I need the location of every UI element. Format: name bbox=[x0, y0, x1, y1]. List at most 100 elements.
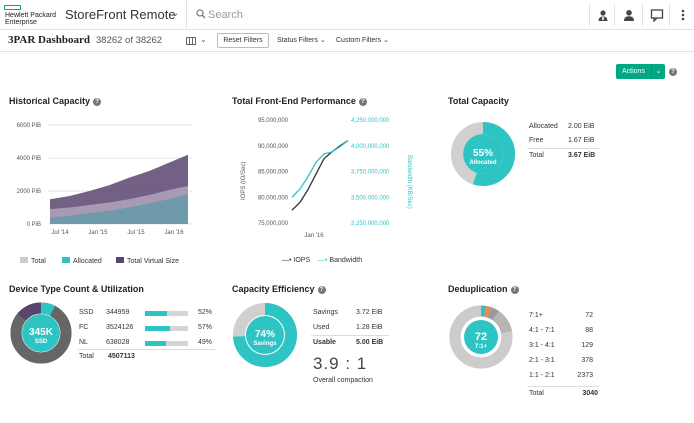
historical-capacity-title: Historical Capacity bbox=[9, 96, 91, 106]
efficiency-usable-label: Usable bbox=[313, 339, 336, 346]
legend-label: Total Virtual Size bbox=[127, 258, 180, 265]
legend-item-total-virtual-size: Total Virtual Size bbox=[116, 257, 179, 265]
x-tick-label: Jul '15 bbox=[127, 230, 145, 236]
divider bbox=[614, 4, 615, 26]
donut-center bbox=[246, 316, 284, 354]
dedup-ratio-value: 2373 bbox=[577, 372, 593, 379]
dashboard-header: 3PAR Dashboard 38262 of 38262 ⌄ Reset Fi… bbox=[0, 30, 694, 52]
y-tick-label: 90,000,000 bbox=[258, 144, 289, 150]
donut-allocated-arc bbox=[451, 122, 515, 186]
capacity-efficiency-card-title: Capacity Efficiency? bbox=[232, 284, 326, 294]
chevron-down-icon[interactable]: ⌄ bbox=[200, 35, 207, 44]
help-icon[interactable]: ? bbox=[669, 68, 677, 76]
dedup-center-value: 72 bbox=[475, 331, 487, 343]
legend-item-allocated: Allocated bbox=[62, 257, 102, 265]
device-count: 3524126 bbox=[106, 324, 134, 331]
legend-swatch bbox=[116, 257, 124, 263]
dedup-total-value: 3040 bbox=[582, 390, 598, 397]
dedup-ratio-value: 378 bbox=[581, 357, 593, 364]
efficiency-percent: 74% bbox=[255, 329, 275, 340]
dedup-ratio-label: 4:1 - 7:1 bbox=[529, 327, 555, 334]
capacity-efficiency-title: Capacity Efficiency bbox=[232, 284, 315, 294]
divider bbox=[527, 386, 599, 387]
chevron-down-icon: ⌄ bbox=[319, 37, 326, 44]
divider bbox=[527, 148, 599, 149]
legend-label: Bandwidth bbox=[329, 257, 363, 264]
reset-filters-button[interactable]: Reset Filters bbox=[217, 33, 269, 48]
device-utilization-pct: 49% bbox=[198, 339, 213, 346]
historical-capacity-card-title: Historical Capacity? bbox=[9, 96, 102, 106]
y-tick-label: 95,000,000 bbox=[258, 118, 289, 124]
brand-line-1: Hewlett Packard bbox=[5, 12, 56, 19]
total-capacity-percent-label: Allocated bbox=[469, 160, 496, 166]
x-tick-label: Jan '16 bbox=[164, 230, 184, 236]
y-tick-label: 2000 PiB bbox=[17, 189, 41, 195]
line-series-iops bbox=[291, 140, 349, 211]
y-tick-label: 80,000,000 bbox=[258, 195, 289, 201]
app-title[interactable]: StoreFront Remote bbox=[65, 7, 176, 22]
help-icon[interactable]: ? bbox=[93, 98, 102, 106]
y2-tick-label: 4,000,000,000 bbox=[351, 144, 390, 150]
device-total-label: Total bbox=[79, 353, 94, 360]
donut-slice bbox=[10, 302, 72, 364]
y-tick-label: 0 PiB bbox=[27, 222, 41, 228]
actions-dropdown-icon[interactable]: ⌄ bbox=[651, 64, 665, 79]
divider bbox=[186, 0, 187, 30]
device-type: NL bbox=[79, 339, 88, 346]
y-tick-label: 6000 PiB bbox=[17, 123, 41, 129]
device-utilization-pct: 52% bbox=[198, 309, 213, 316]
device-count: 638028 bbox=[106, 339, 130, 346]
user-admin-icon[interactable] bbox=[596, 8, 610, 22]
record-count: 38262 of 38262 bbox=[96, 35, 163, 46]
custom-filters-dropdown[interactable]: Custom Filters ⌄ bbox=[336, 36, 389, 44]
device-total-value: 4507113 bbox=[108, 353, 135, 360]
legend-swatch bbox=[62, 257, 70, 263]
dedup-ratio-value: 129 bbox=[581, 342, 593, 349]
frontend-performance-chart: 95,000,000 90,000,000 85,000,000 80,000,000… bbox=[241, 118, 412, 239]
device-type: SSD bbox=[79, 309, 94, 316]
divider bbox=[78, 349, 215, 350]
legend-label: Total bbox=[31, 258, 46, 265]
total-capacity-percent: 55% bbox=[473, 148, 493, 159]
compaction-ratio: 3.9 : 1 bbox=[313, 354, 368, 373]
efficiency-row-value: 3.72 EiB bbox=[356, 309, 383, 316]
device-center-value: 345K bbox=[29, 327, 54, 338]
y2-tick-label: 3,750,000,000 bbox=[351, 170, 390, 176]
utilization-bar-fill bbox=[145, 326, 170, 331]
x-tick-label: Jan '15 bbox=[88, 230, 108, 236]
menu-icon[interactable] bbox=[676, 8, 690, 22]
top-bar: Hewlett Packard Enterprise StoreFront Re… bbox=[0, 0, 694, 30]
donut-center bbox=[464, 320, 498, 354]
hpe-logo[interactable]: Hewlett Packard Enterprise bbox=[4, 2, 60, 28]
divider bbox=[589, 4, 590, 26]
search-input[interactable] bbox=[208, 6, 408, 24]
capacity-row-value: 2.00 EiB bbox=[568, 123, 595, 130]
help-icon[interactable]: ? bbox=[510, 286, 519, 294]
dedup-ratio-value: 72 bbox=[585, 312, 593, 319]
actions-button[interactable]: Actions bbox=[616, 64, 651, 79]
deduplication-donut: 72 7:1+ bbox=[449, 305, 513, 369]
chat-icon[interactable] bbox=[650, 8, 664, 22]
dedup-center-label: 7:1+ bbox=[475, 344, 488, 350]
y2-tick-label: 4,250,000,000 bbox=[351, 118, 390, 124]
status-filters-dropdown[interactable]: Status Filters ⌄ bbox=[277, 36, 326, 44]
capacity-row-label: Allocated bbox=[529, 123, 558, 130]
help-icon[interactable]: ? bbox=[317, 286, 326, 294]
device-utilization-title: Device Type Count & Utilization bbox=[9, 284, 144, 294]
legend-swatch bbox=[20, 257, 28, 263]
historical-capacity-chart: 6000 PiB 4000 PiB 2000 PiB 0 PiB Jul '14 Jan… bbox=[17, 123, 192, 236]
user-icon[interactable] bbox=[622, 8, 636, 22]
view-columns-icon[interactable] bbox=[186, 37, 196, 45]
dedup-ratio-label: 1:1 - 2:1 bbox=[529, 372, 555, 379]
capacity-row-label: Free bbox=[529, 137, 544, 144]
legend-line-icon: —• bbox=[282, 257, 292, 264]
efficiency-row-label: Savings bbox=[313, 309, 338, 316]
area-series-allocated bbox=[50, 194, 188, 224]
y2-tick-label: 3,250,000,000 bbox=[351, 221, 390, 227]
help-icon[interactable]: ? bbox=[358, 98, 367, 106]
app-switcher-chevron-icon[interactable]: ⌄ bbox=[171, 8, 180, 19]
utilization-bar bbox=[145, 341, 188, 346]
y-axis-label: IOPS (IO/Sec) bbox=[241, 162, 247, 200]
legend-line-icon: —• bbox=[318, 257, 328, 264]
dashboard-content: Actions ⌄ ? Historical Capacity? 6000 Pi… bbox=[0, 53, 694, 423]
